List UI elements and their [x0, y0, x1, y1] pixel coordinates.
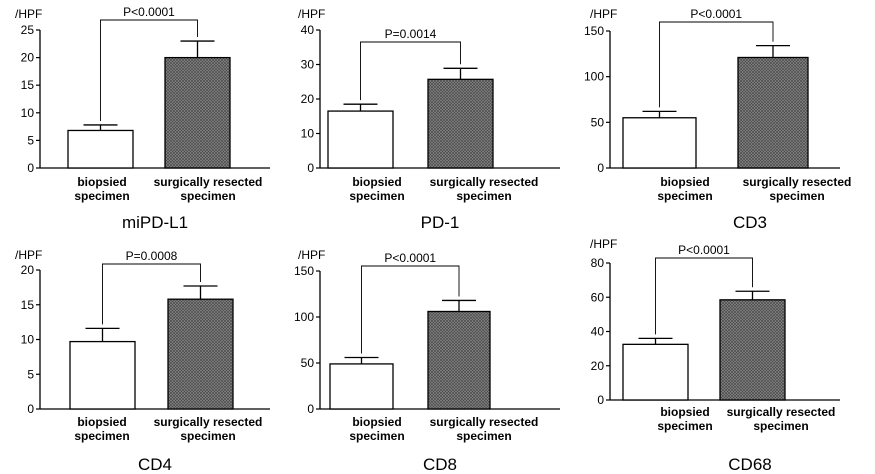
category-label-resected: specimen [753, 419, 808, 433]
panel-title: CD68 [728, 455, 771, 474]
category-label-biopsied: biopsied [660, 175, 709, 189]
y-tick-label: 10 [21, 333, 35, 347]
y-unit-label: /HPF [15, 248, 42, 262]
y-tick-label: 20 [21, 263, 35, 277]
y-tick-label: 50 [301, 356, 315, 370]
p-value-label: P=0.0008 [126, 249, 178, 263]
category-label-resected: surgically resected [154, 175, 263, 189]
category-label-biopsied: specimen [657, 419, 712, 433]
y-tick-label: 30 [301, 58, 315, 72]
panel-title: miPD-L1 [122, 213, 188, 232]
y-tick-label: 0 [27, 161, 34, 175]
y-tick-label: 0 [597, 161, 604, 175]
bar-surgically-resected [427, 78, 494, 169]
y-tick-label: 0 [307, 161, 314, 175]
chart-panel-4: /HPF05101520P=0.0008biopsiedspecimensurg… [15, 248, 270, 474]
category-label-biopsied: specimen [349, 189, 404, 203]
y-tick-label: 10 [301, 127, 315, 141]
y-tick-label: 0 [307, 402, 314, 416]
y-tick-label: 5 [27, 367, 34, 381]
bar-biopsied [327, 110, 394, 169]
y-tick-label: 100 [294, 310, 314, 324]
y-tick-label: 0 [597, 393, 604, 407]
bar-biopsied [622, 343, 689, 401]
chart-panel-3: /HPF050100150P<0.0001biopsiedspecimensur… [584, 7, 851, 232]
category-label-resected: specimen [180, 189, 235, 203]
category-label-biopsied: specimen [349, 429, 404, 443]
p-value-label: P<0.0001 [384, 251, 436, 265]
bar-surgically-resected [427, 310, 491, 410]
bar-biopsied [69, 340, 136, 410]
category-label-biopsied: biopsied [352, 175, 401, 189]
y-tick-label: 25 [21, 23, 35, 37]
category-label-resected: surgically resected [430, 175, 539, 189]
category-label-resected: surgically resected [430, 415, 539, 429]
y-unit-label: /HPF [298, 248, 325, 262]
y-tick-label: 20 [591, 359, 605, 373]
bar-biopsied [622, 117, 697, 169]
p-value-label: P<0.0001 [690, 7, 742, 21]
significance-bracket [659, 21, 774, 108]
category-label-resected: surgically resected [154, 415, 263, 429]
chart-panel-6: /HPF020406080P<0.0001biopsiedspecimensur… [590, 237, 840, 474]
y-unit-label: /HPF [590, 7, 617, 21]
category-label-resected: specimen [456, 189, 511, 203]
category-label-biopsied: specimen [74, 189, 129, 203]
p-value-label: P<0.0001 [123, 5, 175, 19]
category-label-resected: specimen [180, 429, 235, 443]
panel-title: CD4 [138, 455, 172, 474]
bar-surgically-resected [164, 56, 231, 169]
bar-biopsied [67, 129, 134, 169]
y-tick-label: 150 [584, 24, 604, 38]
panel-title: CD3 [733, 213, 767, 232]
category-label-biopsied: biopsied [660, 405, 709, 419]
y-tick-label: 50 [591, 115, 605, 129]
chart-panel-1: /HPF0510152025P<0.0001biopsiedspecimensu… [15, 5, 270, 232]
y-unit-label: /HPF [298, 7, 325, 21]
y-tick-label: 80 [591, 256, 605, 270]
category-label-resected: surgically resected [743, 175, 852, 189]
y-tick-label: 15 [21, 78, 35, 92]
bar-surgically-resected [167, 298, 234, 410]
y-tick-label: 10 [21, 106, 35, 120]
significance-bracket [100, 19, 198, 121]
significance-bracket [655, 257, 753, 335]
significance-bracket [361, 265, 460, 354]
significance-bracket [102, 263, 201, 325]
y-tick-label: 5 [27, 133, 34, 147]
category-label-biopsied: specimen [74, 429, 129, 443]
category-label-biopsied: biopsied [77, 415, 126, 429]
y-tick-label: 0 [27, 402, 34, 416]
category-label-biopsied: biopsied [352, 415, 401, 429]
category-label-resected: specimen [456, 429, 511, 443]
chart-panel-5: /HPF050100150P<0.0001biopsiedspecimensur… [294, 248, 560, 474]
y-tick-label: 150 [294, 264, 314, 278]
y-tick-label: 60 [591, 290, 605, 304]
category-label-biopsied: specimen [657, 189, 712, 203]
y-tick-label: 15 [21, 298, 35, 312]
panel-title: CD8 [423, 455, 457, 474]
bar-surgically-resected [719, 299, 786, 401]
y-tick-label: 40 [591, 325, 605, 339]
y-tick-label: 20 [301, 92, 315, 106]
y-unit-label: /HPF [590, 237, 617, 251]
category-label-resected: specimen [769, 189, 824, 203]
y-tick-label: 40 [301, 23, 315, 37]
y-unit-label: /HPF [15, 7, 42, 21]
p-value-label: P<0.0001 [678, 243, 730, 257]
significance-bracket [360, 41, 461, 101]
bar-biopsied [329, 363, 394, 410]
category-label-resected: surgically resected [727, 405, 836, 419]
y-tick-label: 20 [21, 51, 35, 65]
y-tick-label: 100 [584, 70, 604, 84]
bar-surgically-resected [737, 56, 809, 169]
panel-title: PD-1 [421, 213, 460, 232]
p-value-label: P=0.0014 [385, 27, 437, 41]
category-label-biopsied: biopsied [77, 175, 126, 189]
